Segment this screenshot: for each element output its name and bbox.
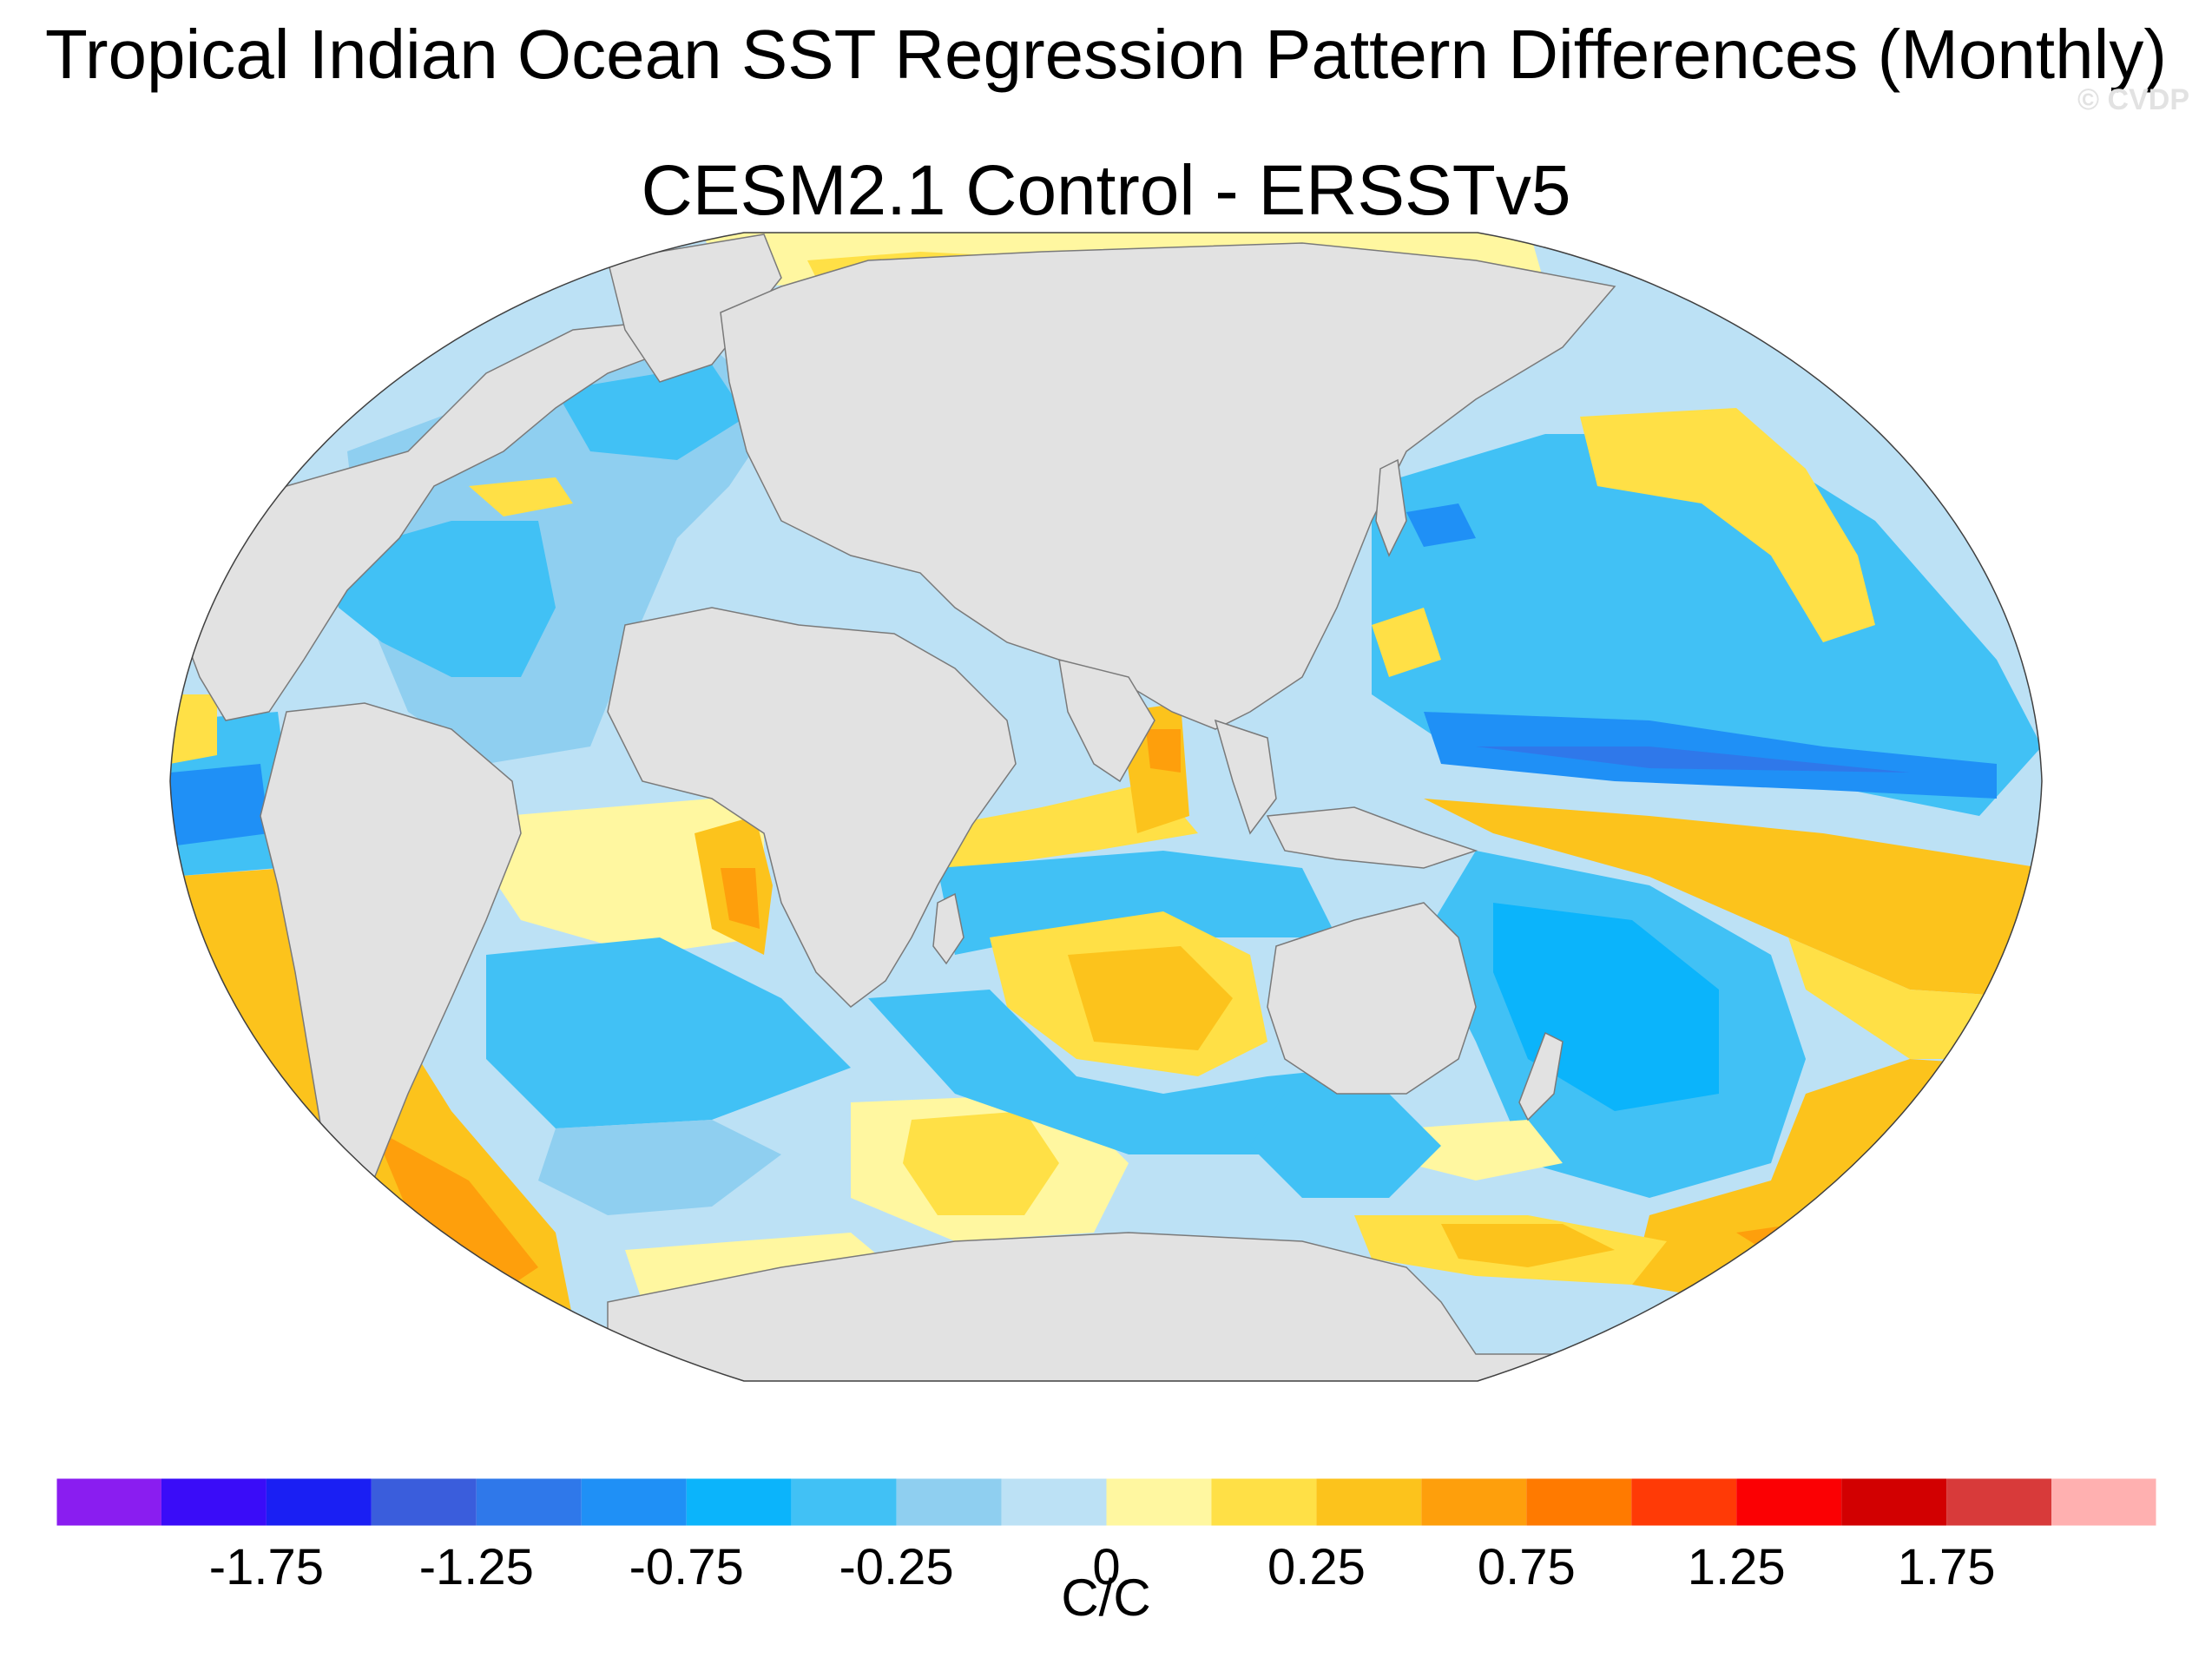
land-masses xyxy=(173,233,1617,1381)
south-pacific-positive-band xyxy=(1424,799,2042,998)
colorbar-tick-label: 0.25 xyxy=(1267,1539,1366,1595)
maritime-continent xyxy=(1266,806,1478,869)
gulf-stream-positive xyxy=(469,477,573,516)
east-pacific-equatorial-negative-core xyxy=(170,764,269,846)
australia xyxy=(1267,902,1477,1095)
northeast-pacific-positive-arc xyxy=(1580,408,1875,642)
figure-title: Tropical Indian Ocean SST Regression Pat… xyxy=(44,16,2168,93)
colorbar-tick-labels: -1.75 -1.25 -0.75 -0.25 0 0.25 0.75 1.25 1.75 xyxy=(209,1539,1996,1595)
colorbar-tick-label: -0.25 xyxy=(839,1539,953,1595)
colorbar-box xyxy=(791,1478,897,1526)
colorbar-box xyxy=(1106,1478,1212,1526)
colorbar-tick-label: 0 xyxy=(1092,1539,1120,1595)
south-atlantic-negative xyxy=(486,937,851,1128)
colorbar-box xyxy=(686,1478,792,1526)
eurasia xyxy=(720,242,1616,730)
colorbar-tick-label: -0.75 xyxy=(629,1539,744,1595)
colorbar-box xyxy=(1631,1478,1737,1526)
colorbar-box xyxy=(266,1478,372,1526)
madagascar xyxy=(932,892,964,965)
tropical-atlantic-positive xyxy=(486,799,764,955)
colorbar-box xyxy=(1526,1478,1632,1526)
colorbar-tick-label: 1.25 xyxy=(1688,1539,1786,1595)
colorbar-boxes xyxy=(56,1477,2157,1527)
southeast-asia xyxy=(1214,719,1277,835)
colorbar-tick-label: 0.75 xyxy=(1478,1539,1576,1595)
kuroshio-negative xyxy=(1406,503,1476,547)
south-america xyxy=(260,702,522,1253)
india xyxy=(1058,658,1155,783)
japan xyxy=(1375,458,1407,557)
panel-subtitle: CESM2.1 Control - ERSSTv5 xyxy=(641,151,1571,230)
colorbar-tick-label: -1.25 xyxy=(419,1539,534,1595)
south-indian-positive-core xyxy=(1068,946,1233,1050)
colorbar-box xyxy=(1946,1478,2052,1526)
southern-ocean-positive-1-core xyxy=(903,1111,1059,1215)
colorbar-box xyxy=(56,1478,161,1526)
colorbar-box xyxy=(1316,1478,1422,1526)
colorbar-frame xyxy=(56,1477,2157,1527)
credit-watermark: © CVDP xyxy=(2077,83,2189,116)
colorbar-box xyxy=(161,1478,267,1526)
colorbar-box xyxy=(1841,1478,1947,1526)
southern-ocean-australia-core xyxy=(1441,1224,1615,1267)
indian-ocean-north-positive xyxy=(903,781,1198,868)
north-pacific-negative-strong xyxy=(1476,746,1910,773)
angola-benguela-core xyxy=(721,868,760,929)
colorbar-box xyxy=(896,1478,1002,1526)
bay-of-bengal-core xyxy=(1146,729,1181,773)
colorbar-box xyxy=(1421,1478,1527,1526)
western-pacific-positive xyxy=(1372,608,1441,677)
greenland xyxy=(607,233,782,383)
colorbar-unit-label: C/C xyxy=(1061,1569,1151,1627)
colorbar-box xyxy=(476,1478,582,1526)
colorbar-tick-label: -1.75 xyxy=(209,1539,324,1595)
colorbar-box xyxy=(1211,1478,1317,1526)
colorbar-box xyxy=(1736,1478,1842,1526)
north-atlantic-negative-core xyxy=(330,521,556,677)
labrador-sea-negative xyxy=(556,365,747,460)
colorbar-box xyxy=(2051,1478,2156,1526)
tasman-positive xyxy=(1406,1120,1563,1181)
southern-ocean-negative xyxy=(1250,1094,1441,1198)
colorbar-box xyxy=(581,1478,687,1526)
new-zealand xyxy=(1518,1031,1564,1121)
south-atlantic-negative-2 xyxy=(538,1120,781,1215)
map-outline xyxy=(169,232,2043,1382)
northeast-pacific-positive xyxy=(170,694,217,764)
colorbar-box xyxy=(371,1478,477,1526)
colorbar-box xyxy=(1001,1478,1107,1526)
africa xyxy=(607,607,1017,1008)
colorbar-tick-label: 1.75 xyxy=(1898,1539,1996,1595)
antarctica xyxy=(607,1232,1617,1381)
indian-ocean-tropical-negative xyxy=(938,851,1337,955)
east-pacific-south-positive-core xyxy=(373,1128,538,1302)
